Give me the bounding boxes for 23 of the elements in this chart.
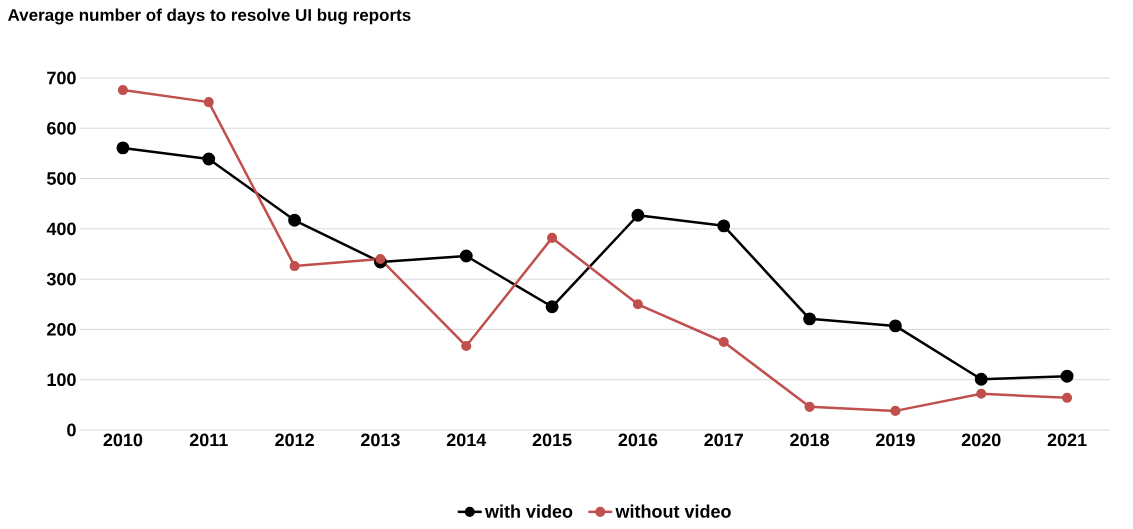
y-tick-label: 200 <box>47 323 76 336</box>
x-tick-label: 2014 <box>446 433 487 447</box>
chart-title: Average number of days to resolve UI bug reports <box>7 8 411 25</box>
x-tick-label: 2017 <box>704 433 743 447</box>
legend-label: with video <box>484 504 573 518</box>
x-tick-label: 2019 <box>876 433 915 447</box>
y-tick-label: 100 <box>47 373 76 387</box>
legend-label: without video <box>615 504 731 518</box>
x-tick-label: 2021 <box>1047 433 1087 447</box>
y-tick-label: 600 <box>47 121 76 135</box>
y-tick-label: 0 <box>67 423 76 437</box>
y-tick-label: 500 <box>46 172 76 185</box>
x-tick-label: 2020 <box>961 433 1001 447</box>
x-tick-label: 2016 <box>618 433 658 447</box>
x-tick-label: 2010 <box>103 433 143 447</box>
x-tick-label: 2012 <box>275 433 314 447</box>
x-tick-label: 2011 <box>189 433 228 447</box>
x-tick-label: 2018 <box>790 433 830 447</box>
x-tick-label: 2013 <box>361 433 400 447</box>
y-tick-label: 700 <box>47 71 76 85</box>
y-tick-label: 400 <box>46 222 76 236</box>
y-tick-label: 300 <box>46 272 76 286</box>
x-tick-label: 2015 <box>532 433 572 447</box>
